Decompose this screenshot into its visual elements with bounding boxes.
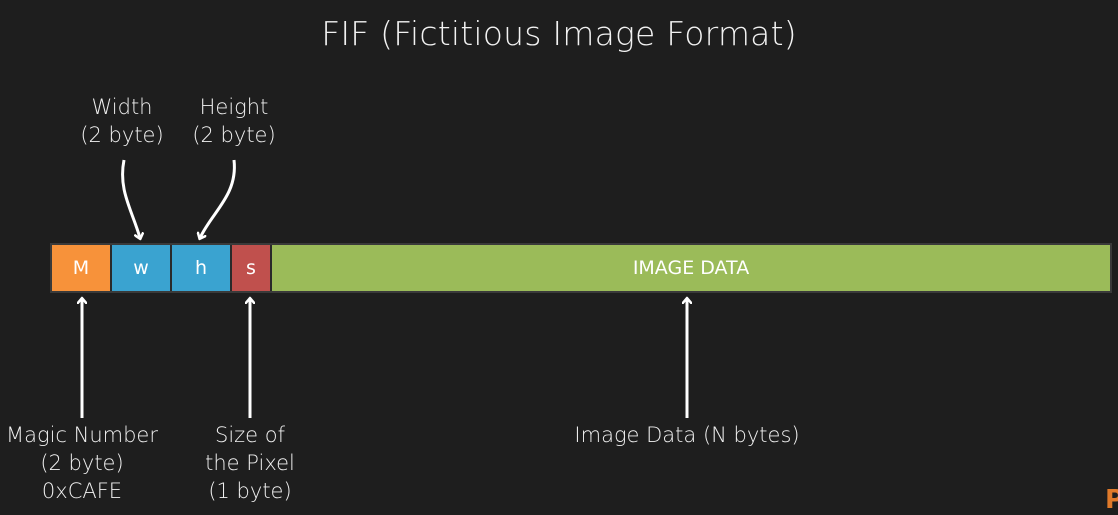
brand-logo: P (1104, 485, 1118, 515)
width-label-line1: Width (91, 95, 153, 119)
diagram-title: FIF (Fictitious Image Format) (321, 14, 797, 53)
byte-layout-bar: M w h s IMAGE DATA (50, 243, 1112, 293)
magic-label-line1: Magic Number (5, 423, 158, 447)
magic-label-line2: (2 byte) (40, 451, 124, 475)
size-label-line1: Size of (214, 423, 286, 447)
segment-size: s (232, 245, 272, 291)
width-arrow (121, 159, 140, 238)
magic-number-label: Magic Number (2 byte) 0xCAFE (0, 421, 164, 505)
height-label-line2: (2 byte) (192, 123, 276, 147)
size-label-line3: (1 byte) (208, 479, 292, 503)
pixel-size-label: Size of the Pixel (1 byte) (195, 421, 305, 505)
height-label: Height (2 byte) (184, 93, 284, 149)
segment-magic: M (52, 245, 112, 291)
height-label-line1: Height (199, 95, 269, 119)
height-arrow (200, 159, 236, 238)
width-label-line2: (2 byte) (80, 123, 164, 147)
size-label-line2: the Pixel (205, 451, 295, 475)
image-data-label-line1: Image Data (N bytes) (574, 423, 800, 447)
segment-height: h (172, 245, 232, 291)
segment-width: w (112, 245, 172, 291)
image-data-label: Image Data (N bytes) (567, 421, 807, 449)
magic-label-line3: 0xCAFE (41, 479, 123, 503)
width-label: Width (2 byte) (72, 93, 172, 149)
segment-image-data: IMAGE DATA (272, 245, 1110, 291)
